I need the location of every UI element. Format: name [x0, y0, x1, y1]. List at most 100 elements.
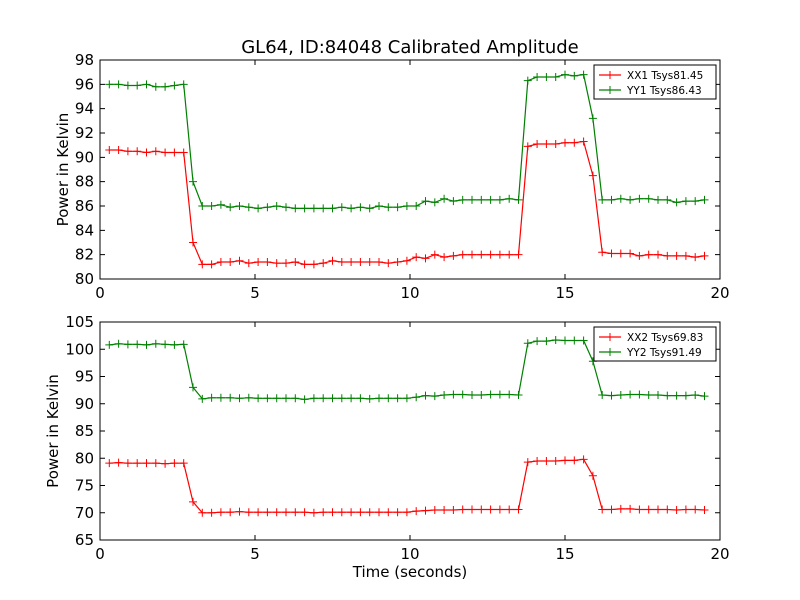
data-point-1-2-42 [486, 195, 495, 204]
data-point-1-2-32 [393, 203, 402, 212]
data-point-2-1-45 [514, 505, 523, 514]
y-tick-label-1-86: 86 [75, 197, 94, 215]
data-point-2-2-32 [393, 394, 402, 403]
data-point-2-2-65 [700, 392, 709, 401]
data-point-1-1-51 [570, 138, 579, 147]
data-point-2-2-25 [328, 394, 337, 403]
data-point-2-1-26 [337, 508, 346, 517]
data-point-2-2-41 [477, 391, 486, 400]
data-point-2-2-36 [430, 392, 439, 401]
data-point-2-1-24 [319, 508, 328, 517]
y-tick-label-2-85: 85 [75, 422, 94, 440]
data-point-2-1-47 [533, 456, 542, 465]
data-point-2-1-6 [151, 459, 160, 468]
data-point-1-1-8 [170, 148, 179, 157]
data-point-1-1-53 [588, 171, 597, 180]
data-point-2-1-61 [663, 505, 672, 514]
data-point-2-2-4 [133, 340, 142, 349]
data-point-1-1-62 [672, 251, 681, 260]
data-point-1-1-55 [607, 249, 616, 258]
data-point-2-1-25 [328, 508, 337, 517]
data-point-1-2-25 [328, 204, 337, 213]
y-tick-label-1-94: 94 [75, 100, 94, 118]
y-tick-label-2-70: 70 [75, 504, 94, 522]
data-point-1-2-30 [375, 202, 383, 210]
data-point-2-1-57 [626, 504, 635, 513]
data-point-2-2-5 [142, 340, 151, 349]
data-point-1-1-32 [393, 257, 402, 266]
data-point-1-2-37 [440, 194, 449, 203]
data-point-1-1-24 [319, 259, 328, 268]
data-point-2-1-56 [616, 504, 625, 513]
y-tick-label-1-88: 88 [75, 173, 94, 191]
data-point-2-2-34 [412, 393, 421, 402]
data-point-2-1-37 [440, 506, 449, 515]
data-point-1-2-36 [430, 198, 439, 207]
x-tick-label-1-20: 20 [710, 284, 729, 302]
x-tick-label-1-5: 5 [250, 284, 260, 302]
data-point-2-2-48 [542, 337, 551, 346]
data-point-1-2-59 [644, 194, 653, 203]
data-point-2-1-50 [561, 456, 569, 465]
data-point-2-1-23 [309, 508, 318, 517]
data-point-2-1-39 [458, 505, 467, 514]
data-point-1-1-56 [616, 249, 625, 258]
data-point-2-1-54 [598, 505, 607, 514]
data-point-1-2-35 [421, 197, 430, 206]
y-tick-label-2-90: 90 [75, 395, 94, 413]
data-point-1-2-60 [654, 195, 662, 204]
data-point-1-1-52 [579, 137, 588, 146]
data-point-1-1-43 [495, 250, 504, 259]
data-point-1-1-58 [635, 251, 644, 260]
legend-1: XX1 Tsys81.45 YY1 Tsys86.43 [593, 64, 717, 100]
data-point-2-2-20 [282, 394, 290, 403]
x-tick-label-1-10: 10 [400, 284, 419, 302]
data-point-2-1-11 [198, 508, 207, 517]
data-point-1-2-1 [105, 80, 114, 89]
subplot-1: 0 5 10 15 20 80 82 84 86 88 90 92 94 96 98 Power in Kel… [54, 51, 730, 302]
data-point-1-1-30 [375, 257, 383, 266]
data-point-1-1-40 [468, 250, 476, 259]
data-point-2-2-38 [449, 390, 458, 399]
data-point-1-2-45 [514, 195, 523, 204]
y-tick-label-2-75: 75 [75, 477, 94, 495]
data-point-2-2-27 [347, 394, 356, 403]
data-point-2-2-2 [114, 339, 123, 348]
data-point-1-2-48 [542, 73, 551, 82]
data-point-2-2-14 [226, 393, 235, 402]
data-point-2-1-22 [300, 508, 309, 517]
data-point-2-1-9 [179, 459, 188, 468]
data-point-1-2-40 [468, 195, 476, 204]
data-point-1-2-49 [551, 73, 560, 82]
data-point-1-1-23 [309, 260, 318, 269]
data-point-2-1-7 [161, 459, 170, 468]
data-point-2-1-18 [263, 508, 272, 517]
subplot-2: 0 5 10 15 20 65 70 75 80 85 90 95 100 105 Power in Kel… [44, 313, 730, 581]
data-point-1-1-63 [681, 251, 690, 260]
data-point-2-1-21 [291, 508, 300, 517]
data-point-1-1-5 [142, 148, 151, 157]
data-point-2-1-42 [486, 505, 495, 514]
data-point-1-2-47 [533, 73, 542, 82]
y-tick-label-1-96: 96 [75, 75, 94, 93]
legend-2: XX2 Tsys69.83 YY2 Tsys91.49 [593, 326, 717, 362]
data-point-1-2-44 [505, 194, 514, 203]
data-point-2-2-13 [216, 393, 225, 402]
data-point-2-1-41 [477, 505, 486, 514]
data-point-1-1-10 [189, 238, 197, 247]
data-point-2-1-43 [495, 505, 504, 514]
data-point-1-2-24 [319, 204, 328, 213]
data-point-2-2-8 [170, 340, 179, 349]
data-point-2-2-49 [551, 335, 560, 344]
y-axis-label-1: Power in Kelvin [54, 113, 72, 227]
data-point-2-2-21 [291, 394, 300, 403]
data-point-2-1-58 [635, 505, 644, 514]
data-point-1-2-58 [635, 194, 644, 203]
data-point-2-2-3 [123, 340, 132, 349]
data-point-2-2-30 [375, 394, 383, 403]
data-point-2-2-44 [505, 390, 514, 399]
data-point-2-2-39 [458, 390, 467, 399]
x-tick-label-2-5: 5 [250, 545, 260, 563]
data-point-2-2-62 [672, 391, 681, 400]
data-point-2-1-8 [170, 459, 179, 468]
